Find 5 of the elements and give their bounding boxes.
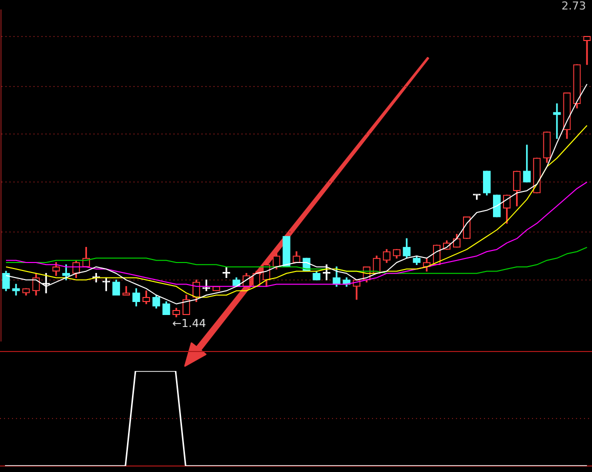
candlestick [583,36,591,65]
candlestick [12,284,20,296]
candlestick [553,103,561,139]
annotation: ←1.44 [172,317,206,330]
annotation: 2.73 [562,0,586,12]
